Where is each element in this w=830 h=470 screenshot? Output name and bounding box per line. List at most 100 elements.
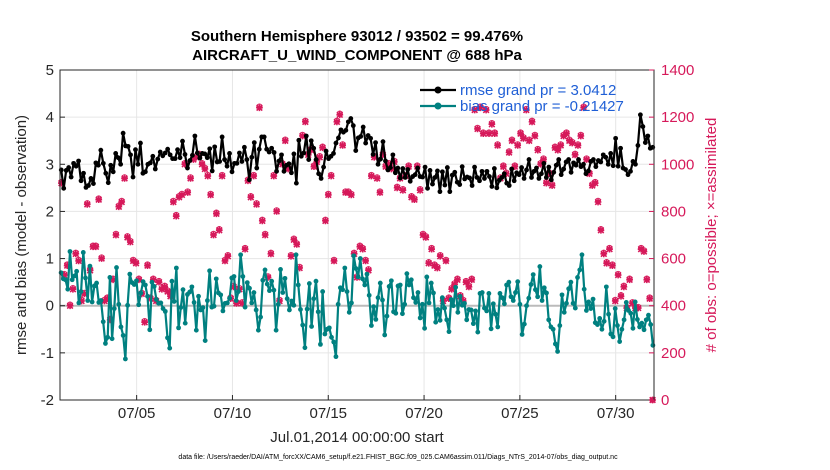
bias-point-144 xyxy=(377,280,383,286)
obs-assimilated-point-14 xyxy=(98,255,105,262)
obs-assimilated-point-117 xyxy=(393,184,401,192)
rmse-point-167 xyxy=(472,164,477,170)
rmse-point-193 xyxy=(536,176,542,181)
rmse-point-128 xyxy=(375,161,381,167)
obs-assimilated-point-205 xyxy=(646,295,654,303)
rmse-point-225 xyxy=(615,163,621,169)
bias-point-182 xyxy=(462,300,467,306)
rmse-point-176 xyxy=(494,185,500,191)
bias-point-90 xyxy=(258,314,263,320)
rmse-point-233 xyxy=(635,143,641,148)
rmse-point-234 xyxy=(637,112,643,118)
rmse-point-23 xyxy=(115,155,121,161)
obs-possible-point-196 xyxy=(620,282,627,289)
rmse-point-69 xyxy=(229,169,235,175)
obs-assimilated-point-195 xyxy=(617,292,625,300)
rmse-point-183 xyxy=(511,178,517,184)
rmse-point-97 xyxy=(298,153,304,159)
obs-possible-point-69 xyxy=(256,103,263,110)
bias-point-207 xyxy=(517,301,523,307)
rmse-point-1 xyxy=(61,185,67,191)
obs-assimilated-point-19 xyxy=(112,231,120,239)
rmse-point-52 xyxy=(187,158,193,163)
chart-title-line2: AIRCRAFT_U_WIND_COMPONENT @ 688 hPa xyxy=(192,47,522,64)
rmse-point-196 xyxy=(543,175,549,180)
obs-possible-point-192 xyxy=(609,261,616,268)
bias-point-64 xyxy=(200,305,206,310)
rmse-point-224 xyxy=(613,135,619,141)
rmse-point-175 xyxy=(491,166,497,171)
bias-point-185 xyxy=(468,307,474,313)
obs-possible-point-30 xyxy=(144,261,151,268)
rmse-point-4 xyxy=(68,174,74,180)
obs-assimilated-point-111 xyxy=(376,189,384,196)
obs-possible-point-182 xyxy=(580,103,587,110)
bias-point-167 xyxy=(428,280,434,286)
obs-possible-point-142 xyxy=(465,282,472,289)
rmse-point-165 xyxy=(467,175,473,181)
y-right-tick-label-6: 1200 xyxy=(661,109,694,126)
obs-assimilated-point-50 xyxy=(201,165,209,173)
legend-bias-marker xyxy=(434,102,442,110)
bias-point-72 xyxy=(218,292,224,298)
y-right-tick-label-1: 200 xyxy=(661,345,686,362)
bias-point-125 xyxy=(335,301,341,307)
obs-possible-point-74 xyxy=(270,171,277,178)
bias-point-179 xyxy=(455,309,461,315)
bias-point-173 xyxy=(442,305,447,311)
bias-point-170 xyxy=(435,307,441,312)
obs-assimilated-point-187 xyxy=(594,198,602,206)
obs-possible-point-22 xyxy=(121,174,128,181)
obs-assimilated-point-154 xyxy=(499,163,507,171)
y-right-tick-label-5: 1000 xyxy=(661,156,694,173)
rmse-point-72 xyxy=(237,150,242,156)
rmse-point-153 xyxy=(437,189,443,195)
bias-point-263 xyxy=(641,327,647,333)
bias-point-86 xyxy=(249,300,255,306)
obs-possible-point-119 xyxy=(399,185,406,193)
bias-point-224 xyxy=(555,349,560,354)
bias-point-253 xyxy=(619,326,625,332)
rmse-point-13 xyxy=(91,181,96,187)
bias-point-33 xyxy=(131,282,137,287)
rmse-point-73 xyxy=(239,159,245,164)
obs-assimilated-point-129 xyxy=(428,245,435,253)
obs-assimilated-point-160 xyxy=(517,130,524,138)
obs-possible-point-131 xyxy=(434,263,441,270)
obs-possible-point-70 xyxy=(259,216,266,223)
rmse-point-44 xyxy=(167,152,173,158)
obs-possible-point-129 xyxy=(428,244,435,252)
rmse-point-166 xyxy=(469,183,475,188)
obs-assimilated-point-149 xyxy=(485,130,493,138)
y-axis-right: 0 200 400 600 800 1000 1200 1400 xyxy=(649,62,694,409)
rmse-point-206 xyxy=(568,169,574,175)
bias-point-122 xyxy=(329,334,334,340)
bias-point-102 xyxy=(284,296,290,302)
bias-point-244 xyxy=(599,326,605,332)
bias-point-246 xyxy=(603,284,609,290)
obs-assimilated-point-21 xyxy=(118,198,126,206)
bias-point-27 xyxy=(118,324,124,330)
obs-possible-point-53 xyxy=(210,230,217,237)
bias-point-23 xyxy=(109,336,115,342)
obs-assimilated-point-131 xyxy=(433,264,441,272)
obs-assimilated-point-198 xyxy=(626,276,633,284)
obs-possible-point-36 xyxy=(161,282,168,289)
bias-point-249 xyxy=(610,334,616,340)
bias-point-26 xyxy=(116,301,122,307)
y-left-tick-label-2: 0 xyxy=(46,298,54,315)
obs-assimilated-point-204 xyxy=(643,276,651,284)
obs-assimilated-point-80 xyxy=(287,252,295,260)
bias-point-237 xyxy=(583,308,589,313)
rmse-point-143 xyxy=(412,172,418,178)
rmse-point-148 xyxy=(425,185,430,191)
x-tick-label-5: 07/30 xyxy=(597,405,635,422)
rmse-point-18 xyxy=(103,170,109,176)
rmse-point-222 xyxy=(608,151,614,156)
obs-assimilated-point-37 xyxy=(164,288,171,295)
rmse-point-197 xyxy=(546,164,552,170)
obs-possible-point-64 xyxy=(242,244,249,252)
bias-point-232 xyxy=(572,305,578,311)
bias-point-197 xyxy=(495,324,501,330)
rmse-point-139 xyxy=(402,175,408,180)
